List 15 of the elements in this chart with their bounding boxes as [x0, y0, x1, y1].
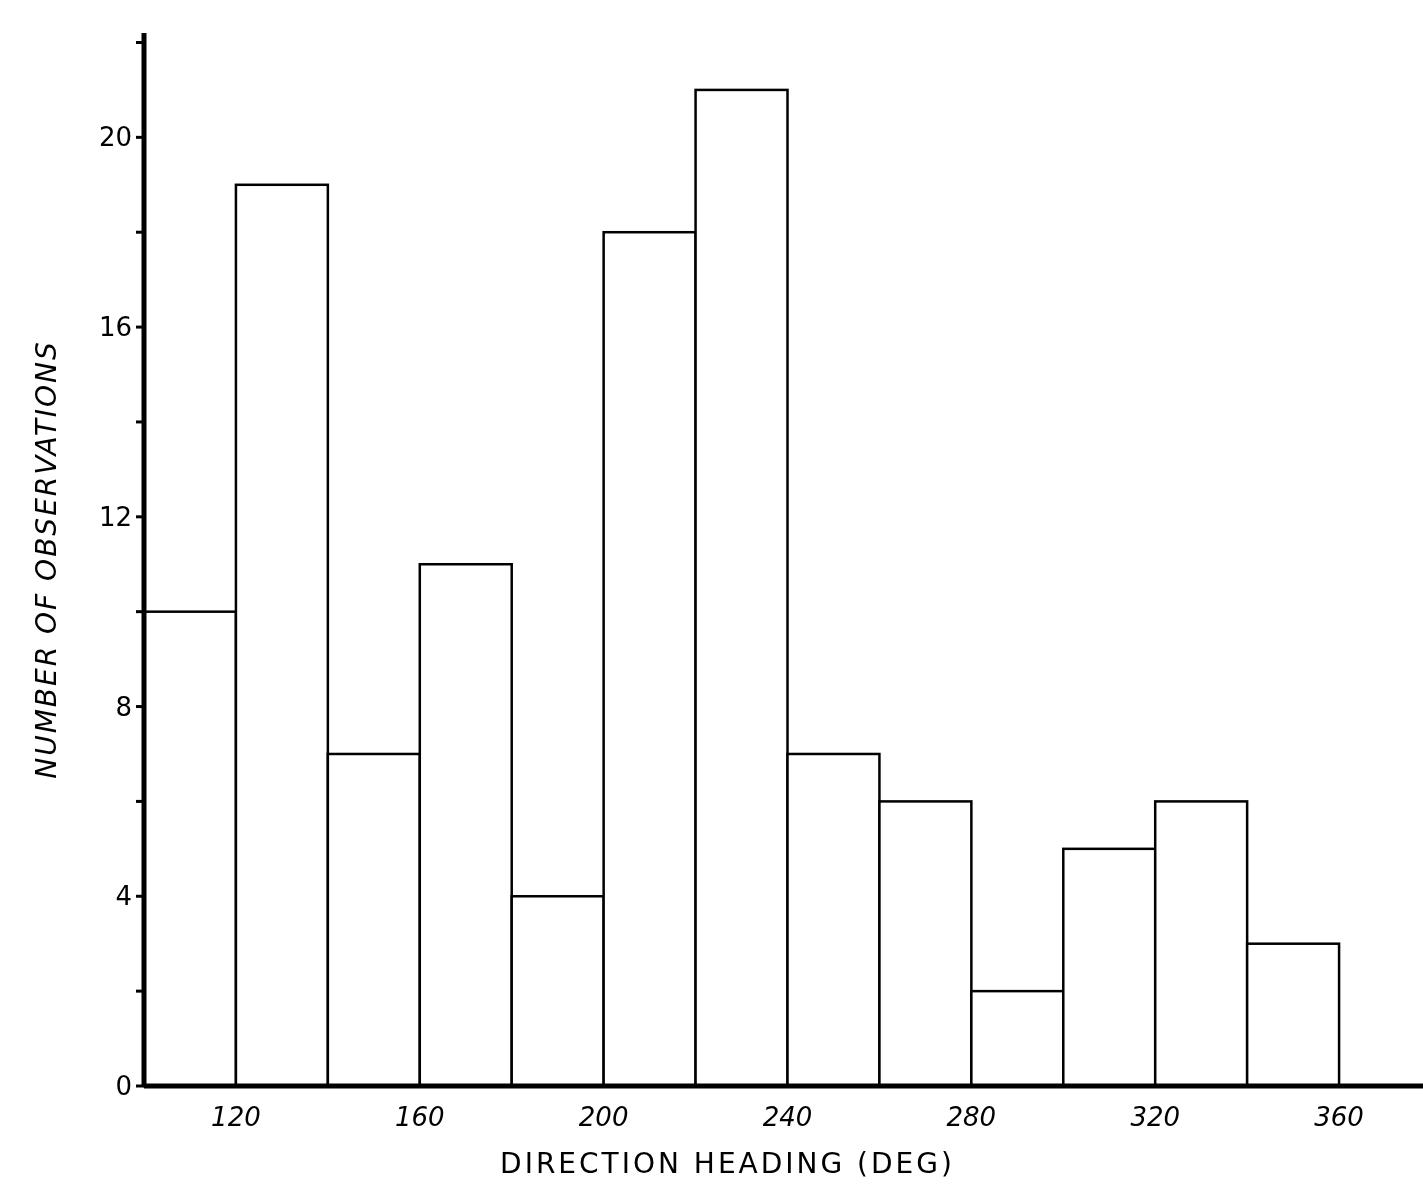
y-tick-label: 0 [115, 1071, 132, 1102]
y-axis-title: NUMBER OF OBSERVATIONS [30, 340, 63, 779]
x-tick-label: 200 [578, 1102, 629, 1132]
x-tick-label: 360 [1314, 1102, 1364, 1132]
x-tick-label: 280 [946, 1102, 997, 1132]
y-tick-label: 20 [98, 122, 132, 153]
y-tick-label: 8 [115, 691, 132, 722]
x-tick-label: 120 [211, 1102, 261, 1132]
x-tick-label: 160 [394, 1102, 445, 1132]
y-tick-label: 16 [98, 312, 132, 343]
y-tick-label: 12 [98, 501, 132, 532]
y-tick-label: 4 [115, 881, 132, 912]
x-tick-label: 240 [762, 1102, 813, 1132]
x-tick-label: 320 [1130, 1102, 1181, 1132]
x-axis-title: DIRECTION HEADING (DEG) [500, 1147, 955, 1180]
